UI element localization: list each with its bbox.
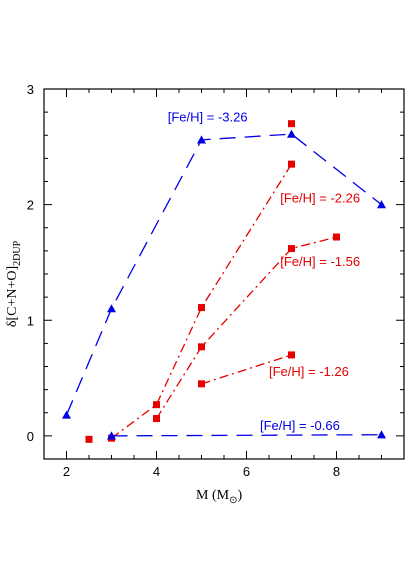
series-2-point — [198, 304, 205, 312]
series-5-point — [107, 431, 116, 440]
series-4-point — [288, 351, 295, 359]
x-tick-label: 2 — [63, 464, 70, 479]
series-1-point — [197, 135, 206, 144]
y-axis-label: δ[C+N+O]2DUP — [5, 240, 23, 327]
extra-point — [288, 120, 295, 128]
series-line-4 — [201, 354, 292, 385]
series-2-point — [153, 401, 160, 409]
y-tick-label: 0 — [27, 429, 34, 444]
series-annotation: [Fe/H] = -3.26 — [168, 109, 248, 124]
series-1-point — [287, 129, 296, 138]
series-annotation: [Fe/H] = -1.56 — [280, 254, 360, 269]
y-tick-label: 1 — [27, 313, 34, 328]
y-tick-label: 3 — [27, 82, 34, 97]
axes: 2 4 6 8 0 1 2 3 — [27, 82, 404, 479]
series-4-point — [198, 380, 205, 388]
x-tick-label: 8 — [333, 464, 340, 479]
series-2-point — [288, 160, 295, 168]
series-1-point — [377, 200, 386, 209]
series-3-point — [333, 233, 340, 241]
x-tick-label: 6 — [243, 464, 250, 479]
series-annotation: [Fe/H] = -1.26 — [269, 364, 349, 379]
x-axis-label: M (M⊙) — [196, 488, 242, 506]
series-3-point — [153, 415, 160, 423]
y-tick-label: 2 — [27, 198, 34, 213]
series-5-point — [377, 430, 386, 439]
series-line-2 — [111, 163, 293, 439]
series-1-point — [107, 304, 116, 313]
series-line-3 — [155, 236, 337, 419]
series-annotation: [Fe/H] = -0.66 — [260, 418, 340, 433]
x-tick-label: 4 — [153, 464, 160, 479]
plot-area — [43, 88, 405, 460]
series-3-point — [288, 245, 295, 253]
extra-point — [85, 435, 93, 443]
series-line-5 — [111, 434, 382, 437]
annotations: [Fe/H] = -3.26 [Fe/H] = -2.26 [Fe/H] = -1.… — [168, 109, 360, 433]
series-annotation: [Fe/H] = -2.26 — [280, 190, 360, 205]
chart-marks — [62, 120, 386, 443]
series-3-point — [198, 343, 205, 351]
series-1-point — [62, 410, 71, 419]
plot-frame — [43, 88, 405, 460]
